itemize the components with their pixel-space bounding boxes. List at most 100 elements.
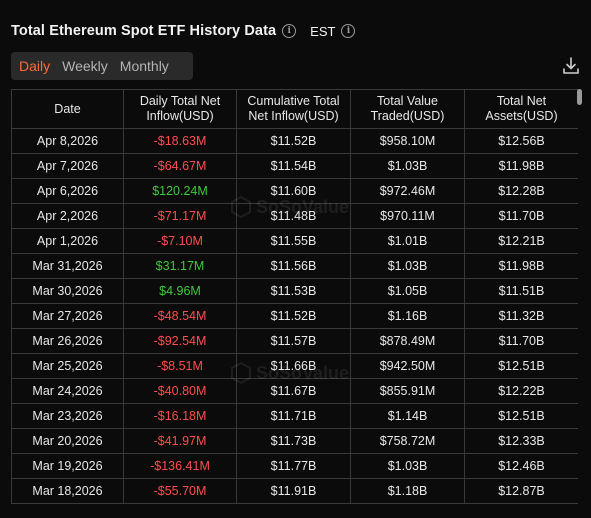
cell-value-traded: $958.10M	[350, 128, 465, 154]
cell-value-traded: $942.50M	[350, 353, 465, 379]
cell-cumulative-inflow: $11.54B	[236, 153, 351, 179]
table-row[interactable]: Apr 1,2026 -$7.10M $11.55B $1.01B $12.21B	[11, 228, 578, 254]
cell-net-assets: $12.46B	[464, 453, 578, 479]
cell-net-assets: $11.98B	[464, 253, 578, 279]
column-header-cumulative-inflow[interactable]: Cumulative Total Net Inflow(USD)	[236, 89, 351, 129]
cell-daily-inflow: -$55.70M	[123, 478, 237, 504]
cell-date: Mar 19,2026	[11, 453, 124, 479]
cell-value-traded: $1.18B	[350, 478, 465, 504]
timezone-info-icon[interactable]: i	[341, 24, 356, 38]
cell-cumulative-inflow: $11.67B	[236, 378, 351, 404]
cell-net-assets: $11.70B	[464, 203, 578, 229]
cell-cumulative-inflow: $11.56B	[236, 253, 351, 279]
cell-date: Apr 1,2026	[11, 228, 124, 254]
cell-net-assets: $12.51B	[464, 403, 578, 429]
column-header-date[interactable]: Date	[11, 89, 124, 129]
download-icon[interactable]	[561, 56, 581, 76]
cell-value-traded: $855.91M	[350, 378, 465, 404]
cell-value-traded: $878.49M	[350, 328, 465, 354]
cell-value-traded: $1.05B	[350, 278, 465, 304]
cell-net-assets: $12.56B	[464, 128, 578, 154]
cell-date: Mar 20,2026	[11, 428, 124, 454]
cell-value-traded: $1.16B	[350, 303, 465, 329]
cell-daily-inflow: $120.24M	[123, 178, 237, 204]
cell-date: Apr 8,2026	[11, 128, 124, 154]
tab-daily[interactable]: Daily	[19, 58, 51, 74]
cell-date: Mar 27,2026	[11, 303, 124, 329]
cell-daily-inflow: -$48.54M	[123, 303, 237, 329]
cell-daily-inflow: -$64.67M	[123, 153, 237, 179]
cell-daily-inflow: -$18.63M	[123, 128, 237, 154]
cell-daily-inflow: -$8.51M	[123, 353, 237, 379]
cell-daily-inflow: -$136.41M	[123, 453, 237, 479]
cell-date: Apr 2,2026	[11, 203, 124, 229]
cell-cumulative-inflow: $11.53B	[236, 278, 351, 304]
cell-daily-inflow: $4.96M	[123, 278, 237, 304]
cell-daily-inflow: -$16.18M	[123, 403, 237, 429]
cell-cumulative-inflow: $11.71B	[236, 403, 351, 429]
table-row[interactable]: Mar 19,2026 -$136.41M $11.77B $1.03B $12.46B	[11, 453, 578, 479]
cell-net-assets: $11.32B	[464, 303, 578, 329]
cell-net-assets: $11.70B	[464, 328, 578, 354]
page-header: Total Ethereum Spot ETF History Data i E…	[11, 20, 356, 42]
table-row[interactable]: Mar 18,2026 -$55.70M $11.91B $1.18B $12.87B	[11, 478, 578, 504]
table-row[interactable]: Apr 8,2026 -$18.63M $11.52B $958.10M $12.56B	[11, 128, 578, 154]
timezone-label: EST	[310, 23, 336, 39]
cell-daily-inflow: -$92.54M	[123, 328, 237, 354]
cell-date: Apr 7,2026	[11, 153, 124, 179]
cell-cumulative-inflow: $11.66B	[236, 353, 351, 379]
cell-cumulative-inflow: $11.91B	[236, 478, 351, 504]
period-tabs: Daily Weekly Monthly	[11, 52, 193, 80]
tab-monthly[interactable]: Monthly	[119, 58, 169, 74]
cell-net-assets: $12.21B	[464, 228, 578, 254]
table-row[interactable]: Mar 25,2026 -$8.51M $11.66B $942.50M $12.51B	[11, 353, 578, 379]
cell-cumulative-inflow: $11.48B	[236, 203, 351, 229]
column-header-net-assets[interactable]: Total Net Assets(USD)	[464, 89, 578, 129]
cell-value-traded: $1.01B	[350, 228, 465, 254]
cell-value-traded: $758.72M	[350, 428, 465, 454]
cell-daily-inflow: -$41.97M	[123, 428, 237, 454]
cell-value-traded: $1.03B	[350, 453, 465, 479]
table-scrollbar[interactable]	[577, 89, 582, 105]
cell-net-assets: $12.22B	[464, 378, 578, 404]
cell-daily-inflow: -$71.17M	[123, 203, 237, 229]
cell-cumulative-inflow: $11.52B	[236, 303, 351, 329]
cell-net-assets: $11.98B	[464, 153, 578, 179]
cell-net-assets: $12.87B	[464, 478, 578, 504]
history-table-container[interactable]: Date Daily Total Net Inflow(USD) Cumulat…	[11, 89, 578, 518]
table-row[interactable]: Mar 31,2026 $31.17M $11.56B $1.03B $11.98B	[11, 253, 578, 279]
cell-value-traded: $1.03B	[350, 153, 465, 179]
cell-daily-inflow: $31.17M	[123, 253, 237, 279]
cell-daily-inflow: -$7.10M	[123, 228, 237, 254]
tab-weekly[interactable]: Weekly	[62, 58, 108, 74]
cell-date: Mar 26,2026	[11, 328, 124, 354]
cell-net-assets: $11.51B	[464, 278, 578, 304]
cell-cumulative-inflow: $11.77B	[236, 453, 351, 479]
table-row[interactable]: Mar 24,2026 -$40.80M $11.67B $855.91M $12.22…	[11, 378, 578, 404]
table-header-row: Date Daily Total Net Inflow(USD) Cumulat…	[11, 89, 578, 129]
cell-value-traded: $972.46M	[350, 178, 465, 204]
column-header-value-traded[interactable]: Total Value Traded(USD)	[350, 89, 465, 129]
info-icon[interactable]: i	[282, 24, 297, 38]
cell-date: Mar 18,2026	[11, 478, 124, 504]
table-row[interactable]: Mar 27,2026 -$48.54M $11.52B $1.16B $11.32B	[11, 303, 578, 329]
cell-cumulative-inflow: $11.55B	[236, 228, 351, 254]
table-row[interactable]: Mar 23,2026 -$16.18M $11.71B $1.14B $12.51B	[11, 403, 578, 429]
history-table: Date Daily Total Net Inflow(USD) Cumulat…	[11, 89, 578, 504]
cell-date: Mar 23,2026	[11, 403, 124, 429]
table-row[interactable]: Apr 6,2026 $120.24M $11.60B $972.46M $12.28B	[11, 178, 578, 204]
cell-cumulative-inflow: $11.52B	[236, 128, 351, 154]
column-header-daily-inflow[interactable]: Daily Total Net Inflow(USD)	[123, 89, 237, 129]
cell-value-traded: $970.11M	[350, 203, 465, 229]
page-title: Total Ethereum Spot ETF History Data	[11, 23, 277, 39]
cell-net-assets: $12.51B	[464, 353, 578, 379]
cell-daily-inflow: -$40.80M	[123, 378, 237, 404]
cell-date: Mar 25,2026	[11, 353, 124, 379]
table-row[interactable]: Mar 30,2026 $4.96M $11.53B $1.05B $11.51B	[11, 278, 578, 304]
cell-date: Mar 31,2026	[11, 253, 124, 279]
cell-date: Apr 6,2026	[11, 178, 124, 204]
table-row[interactable]: Apr 7,2026 -$64.67M $11.54B $1.03B $11.98B	[11, 153, 578, 179]
table-row[interactable]: Mar 20,2026 -$41.97M $11.73B $758.72M $12.33…	[11, 428, 578, 454]
table-row[interactable]: Mar 26,2026 -$92.54M $11.57B $878.49M $11.70…	[11, 328, 578, 354]
table-row[interactable]: Apr 2,2026 -$71.17M $11.48B $970.11M $11.70B	[11, 203, 578, 229]
